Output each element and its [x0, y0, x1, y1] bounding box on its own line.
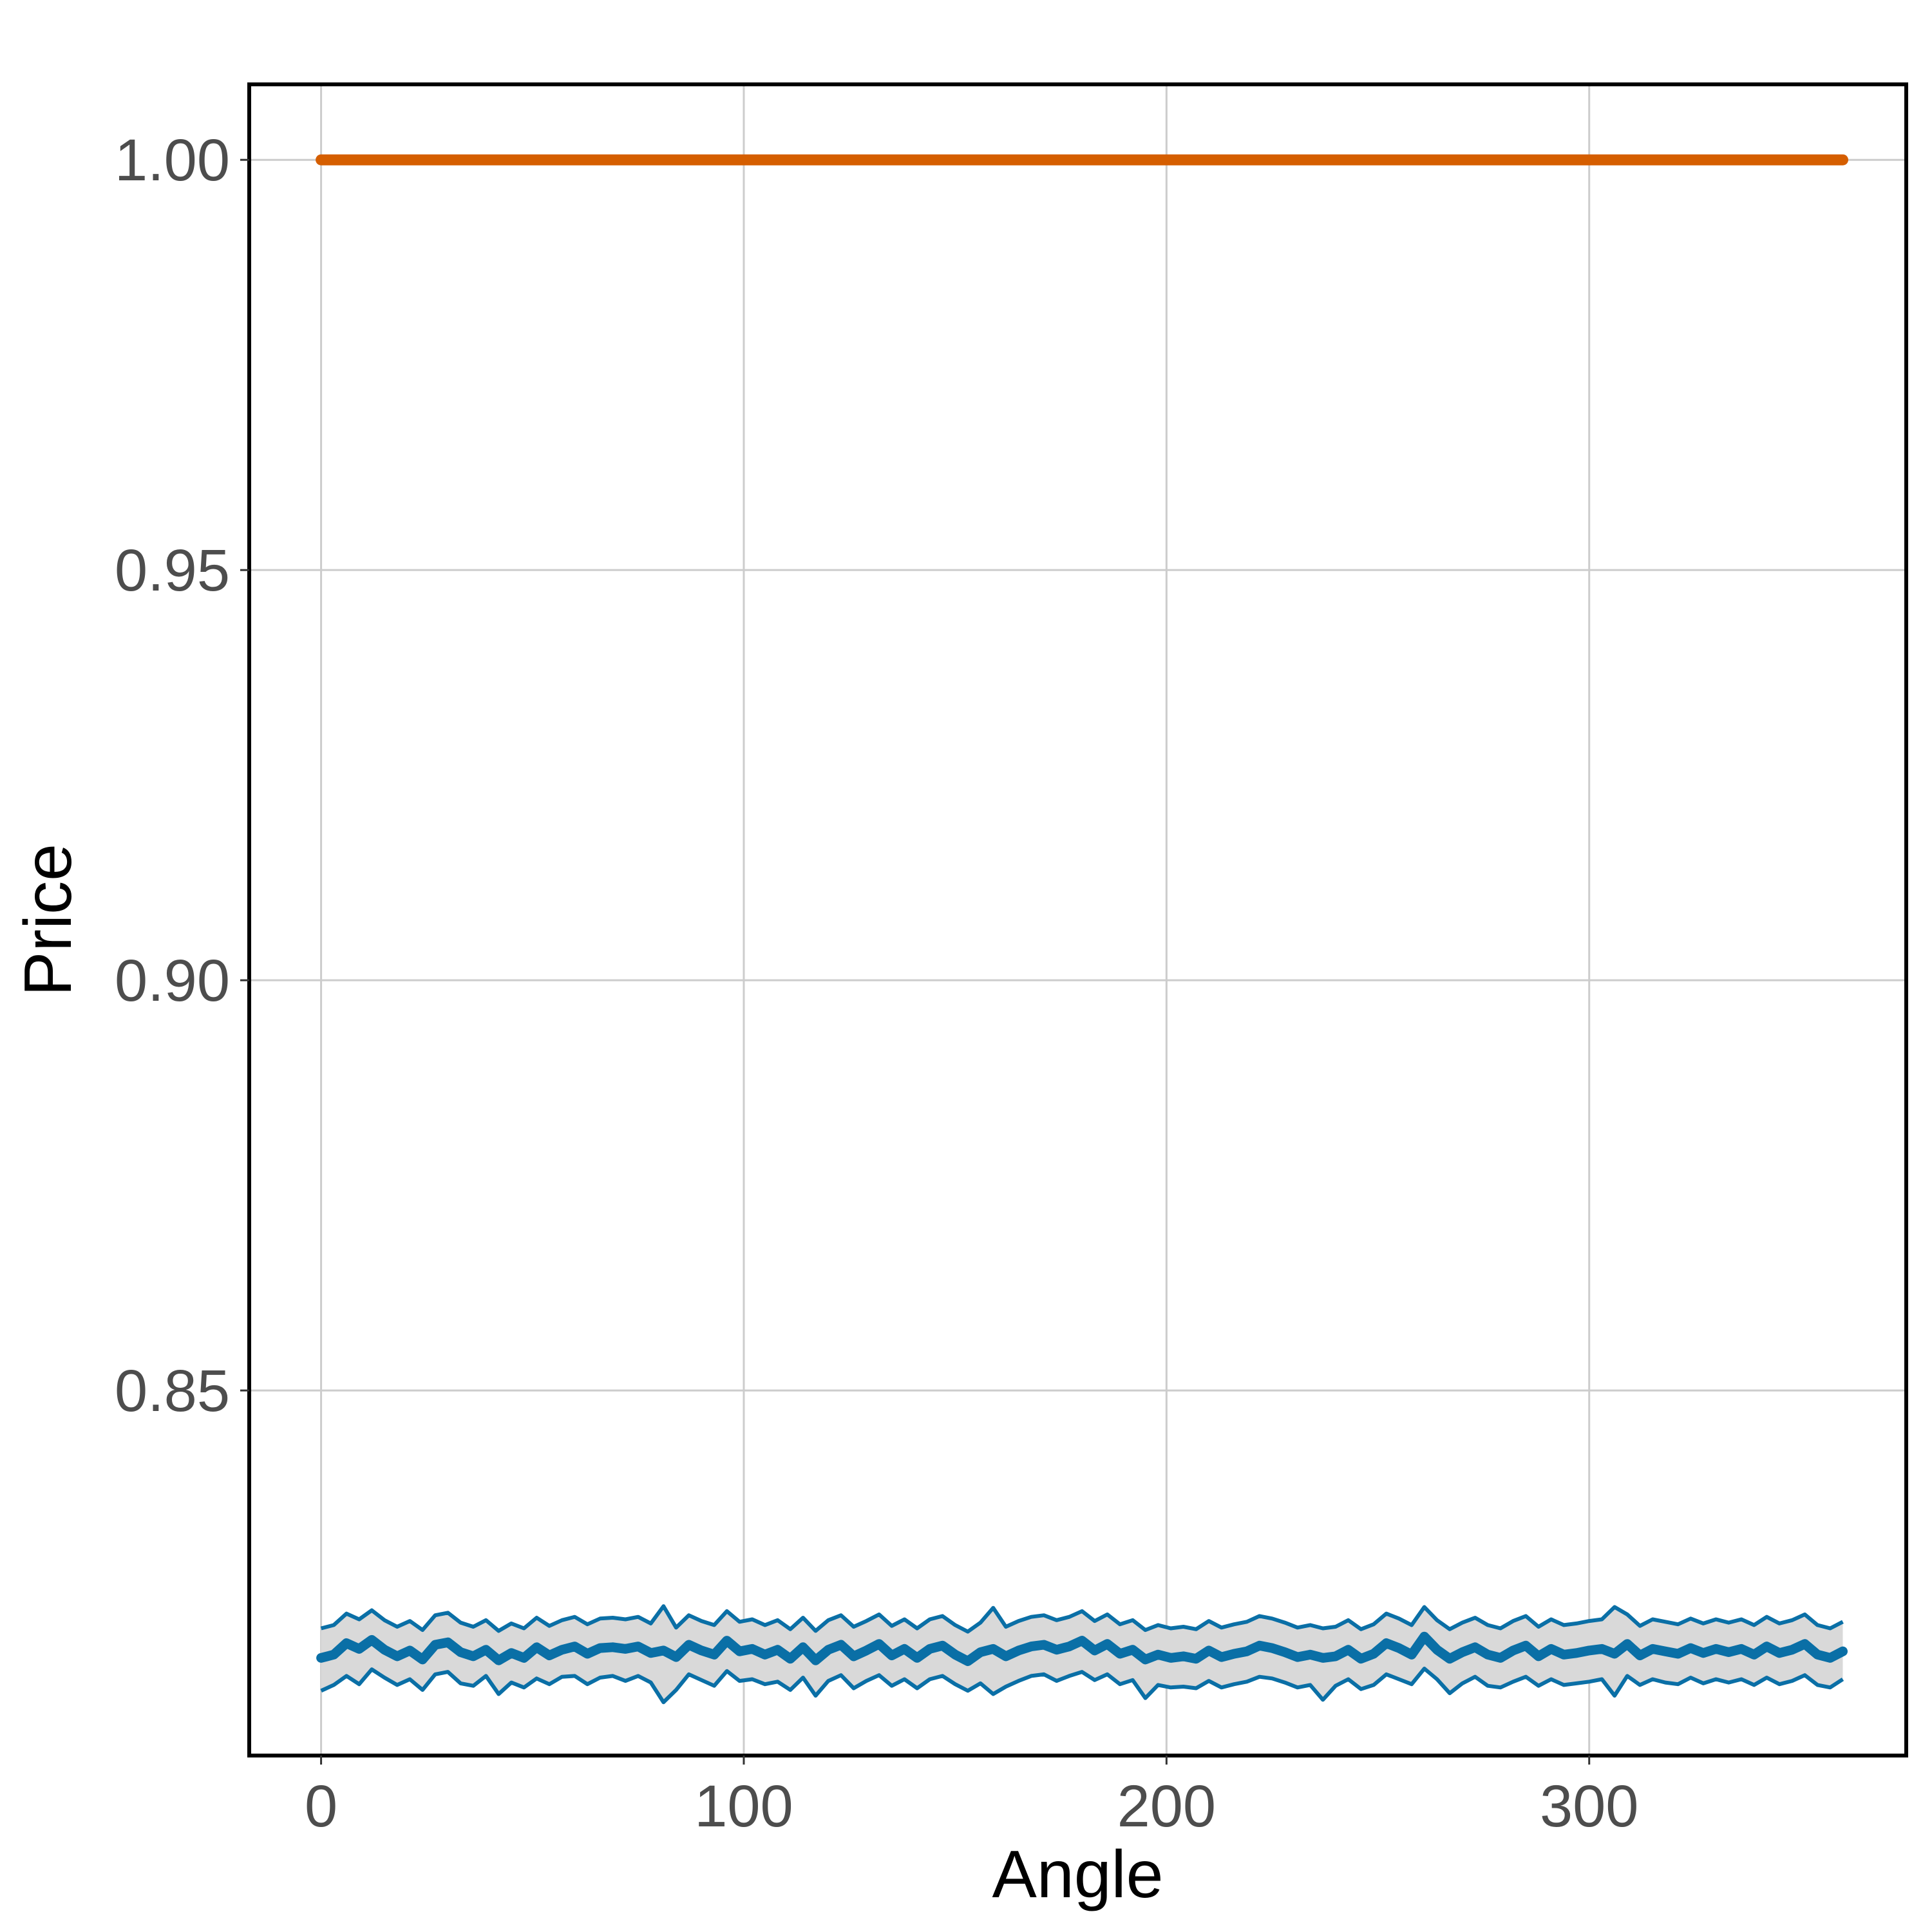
plot-panel-border [247, 82, 1908, 1757]
axis-ticks: 0 100 200 300 0.85 0.90 0.95 1.00 [115, 128, 1639, 1839]
x-tick-label: 0 [305, 1774, 337, 1839]
y-axis-title: Price [11, 844, 86, 996]
y-tick-label: 0.85 [115, 1358, 230, 1424]
y-tick-label: 0.95 [115, 538, 230, 603]
x-tick-label: 200 [1117, 1774, 1217, 1839]
y-tick-label: 0.90 [115, 948, 230, 1014]
confidence-band [320, 1604, 1844, 1705]
x-tick-label: 300 [1540, 1774, 1639, 1839]
upper-band-line [320, 1604, 1844, 1634]
x-tick-label: 100 [694, 1774, 793, 1839]
y-tick-label: 1.00 [115, 128, 230, 193]
series-lines [316, 154, 1848, 1666]
mean-series-line [316, 1631, 1848, 1666]
x-axis-title: Angle [992, 1837, 1164, 1912]
lower-band-line [320, 1667, 1844, 1705]
